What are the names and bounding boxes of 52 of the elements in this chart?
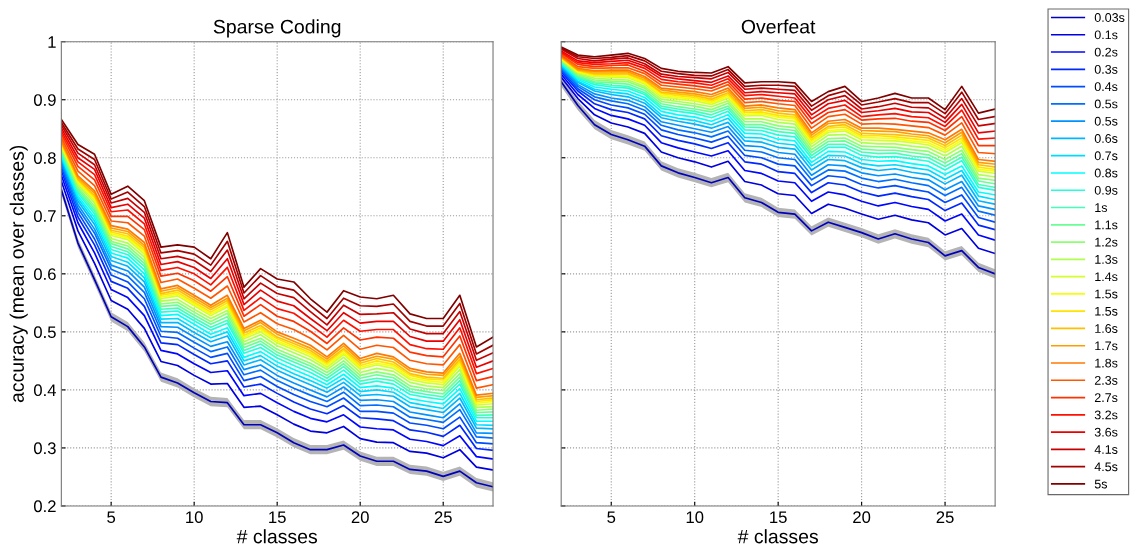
x-tick-label: 15 — [269, 511, 286, 524]
legend-label: 0.1s — [1094, 30, 1118, 40]
legend-label: 1.4s — [1095, 272, 1118, 282]
x-axis-title: # classes — [737, 529, 818, 544]
legend-label: 0.8s — [1094, 168, 1118, 178]
y-tick-label: 1 — [48, 36, 56, 48]
x-tick-label: 10 — [686, 511, 704, 524]
chart-title: Overfeat — [741, 19, 816, 34]
legend-label: 2.7s — [1094, 393, 1118, 403]
x-tick-label: 20 — [853, 511, 871, 524]
legend-label: 0.9s — [1094, 185, 1118, 195]
chart-title: Sparse Coding — [213, 19, 341, 38]
y-tick-label: 0.5 — [33, 326, 56, 339]
x-tick-label: 25 — [434, 511, 452, 524]
legend-label: 1.5s — [1095, 289, 1118, 299]
legend-label: 3.6s — [1094, 427, 1118, 437]
legend-label: 1.8s — [1095, 358, 1118, 368]
legend-label: 1.6s — [1095, 324, 1118, 333]
legend-label: 1.7s — [1095, 341, 1118, 351]
legend-label: 5s — [1094, 479, 1108, 489]
legend-label: 2.3s — [1094, 375, 1118, 385]
legend-label: 0.3s — [1094, 64, 1118, 74]
y-tick-label: 0.2 — [33, 500, 56, 513]
legend-label: 1s — [1095, 203, 1108, 213]
x-tick-label: 25 — [936, 511, 954, 524]
x-axis-title: # classes — [236, 529, 318, 544]
legend-label: 0.5s — [1094, 99, 1118, 109]
y-axis-title: accuracy (mean over classes) — [9, 145, 28, 403]
legend-label: 4.1s — [1094, 445, 1118, 454]
legend-label: 1.5s — [1095, 306, 1118, 316]
legend-label: 0.6s — [1094, 134, 1118, 143]
x-tick-label: 5 — [107, 511, 116, 524]
legend-label: 0.7s — [1094, 151, 1118, 161]
legend-label: 4.5s — [1094, 462, 1118, 472]
x-tick-label: 15 — [770, 511, 787, 524]
y-tick-label: 0.4 — [33, 384, 56, 397]
legend-label: 0.2s — [1094, 47, 1118, 57]
legend-label: 1.1s — [1095, 220, 1118, 230]
legend-label: 3.2s — [1094, 410, 1118, 420]
legend-label: 0.4s — [1094, 82, 1118, 92]
x-tick-label: 5 — [607, 511, 616, 524]
x-tick-label: 20 — [351, 511, 369, 524]
legend-label: 0.03s — [1094, 13, 1125, 22]
x-tick-label: 10 — [186, 511, 203, 524]
legend-label: 1.2s — [1095, 237, 1118, 247]
y-tick-label: 0.7 — [33, 210, 56, 222]
y-tick-label: 0.9 — [33, 94, 56, 106]
y-tick-label: 0.6 — [33, 268, 56, 281]
y-tick-label: 0.3 — [33, 442, 56, 455]
legend-label: 0.5s — [1094, 116, 1118, 126]
y-tick-label: 0.8 — [33, 152, 56, 164]
legend-label: 1.3s — [1095, 254, 1118, 264]
